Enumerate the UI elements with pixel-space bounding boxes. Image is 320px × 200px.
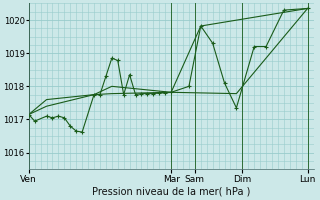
X-axis label: Pression niveau de la mer( hPa ): Pression niveau de la mer( hPa ) bbox=[92, 187, 250, 197]
